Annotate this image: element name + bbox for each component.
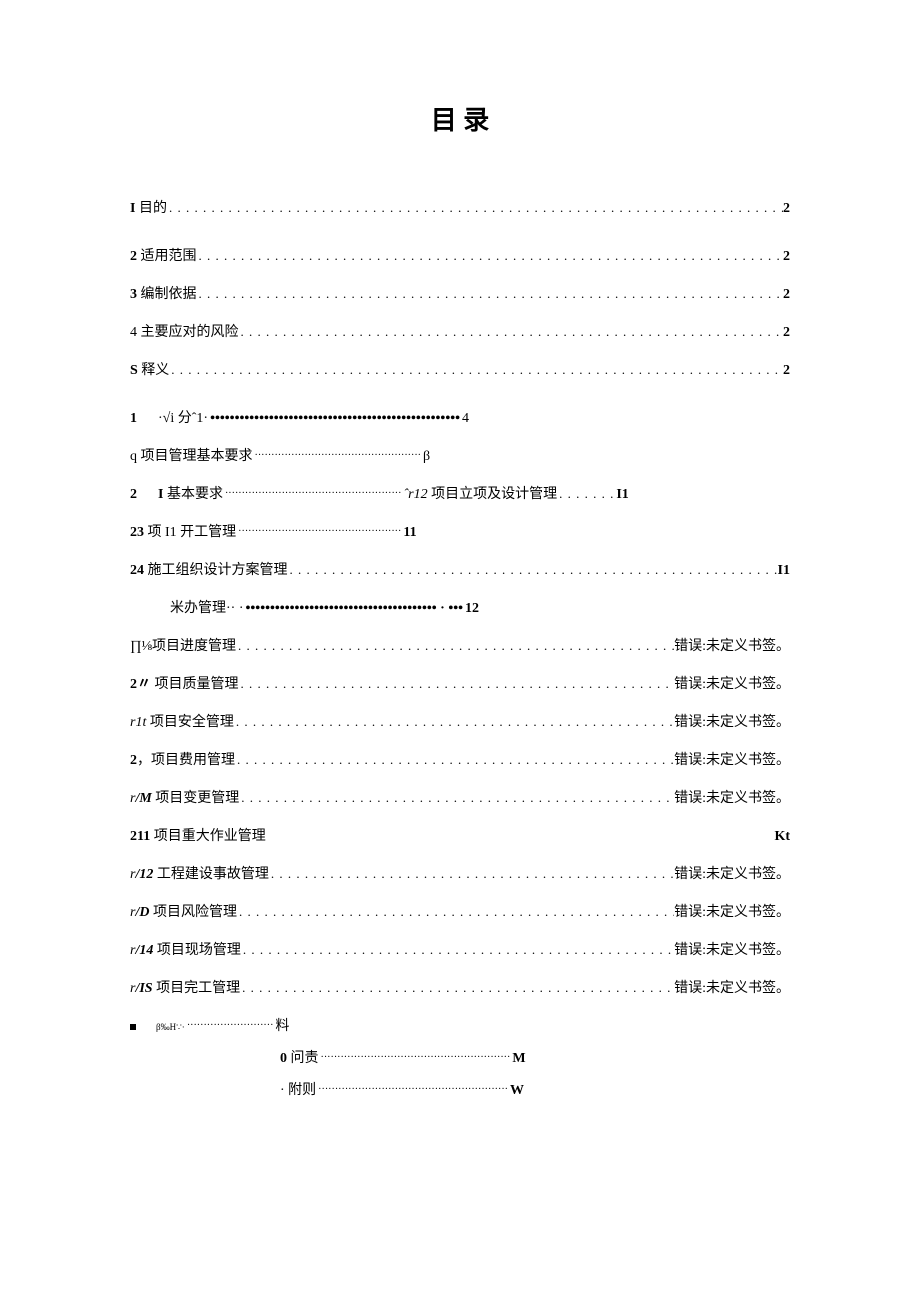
toc-dots: ········································… [319,1052,513,1063]
toc-entry: 2，项目费用管理 . . . . . . . . . . . . . . . .… [130,749,790,769]
toc-page: 错误:未定义书签。 [674,863,790,883]
toc-dots: . . . . . . . . . . . . . . . . . . . . … [169,362,783,378]
toc-dots: . . . . . . . . . . . . . . . . . . . . … [236,638,674,654]
toc-label: β‰H∵· [130,1019,185,1035]
toc-label: 3 编制依据 [130,283,197,303]
toc-entry: 2 适用范围 . . . . . . . . . . . . . . . . .… [130,245,790,265]
toc-dots: . . . . . . . . . . . . . . . . . . . . … [240,980,674,996]
toc-entry: 4 主要应对的风险. . . . . . . . . . . . . . . .… [130,321,790,341]
toc-entry: 1 ·√i 分ˆ1·••••••••••••••••••••••••••••••… [130,407,790,427]
toc-page: 4 [462,411,469,427]
toc-label: r/M 项目变更管理 [130,787,239,807]
toc-label: 米办管理·· · [170,597,244,617]
toc-page: 错误:未定义书签。 [674,635,790,655]
toc-page: 错误:未定义书签。 [674,977,790,997]
toc-label: r/14 项目现场管理 [130,939,241,959]
toc-label: 211 项目重大作业管理 [130,825,266,845]
toc-page: 2 [783,249,790,265]
toc-label: · 附则 [280,1079,316,1099]
toc-page: 错误:未定义书签。 [674,673,790,693]
toc-page: M [512,1051,525,1067]
toc-page: 错误:未定义书签。 [674,749,790,769]
toc-entry: r/12 工程建设事故管理. . . . . . . . . . . . . .… [130,863,790,883]
toc-page: 错误:未定义书签。 [674,939,790,959]
toc-dots: . . . . . . . . . . . . . . . . . . . . … [239,676,675,692]
toc-label: 0 问责 [280,1047,319,1067]
toc-entry: ∏⅛项目进度管理. . . . . . . . . . . . . . . . … [130,635,790,655]
toc-entry: 2 I 基本要求································… [130,483,790,503]
toc-dots: ········································… [236,526,403,537]
toc-page: 料 [275,1015,289,1035]
toc-label: 4 主要应对的风险 [130,321,239,341]
toc-entry: 2〃 项目质量管理 . . . . . . . . . . . . . . . … [130,673,790,693]
toc-entry: I 目的. . . . . . . . . . . . . . . . . . … [130,197,790,217]
toc-dots: ••••••••••••••••••••••••••••••••••••••• … [244,601,466,617]
toc-dots: . . . . . . . . . . . . . . . . . . . . … [239,324,784,340]
toc-dots: . . . . . . . [557,486,616,502]
toc-dots: ········································… [253,450,424,461]
toc-page: 错误:未定义书签。 [674,901,790,921]
toc-entry: q 项目管理基本要求······························… [130,445,790,465]
toc-entry: 0 问责····································… [130,1047,790,1067]
toc-label: 2 I 基本要求 [130,483,223,503]
toc-page: β [423,449,430,465]
toc-page: I1 [778,563,790,579]
toc-dots: ········································… [316,1084,510,1095]
toc-label: 23 项 I1 开工管理 [130,521,236,541]
toc-label: q 项目管理基本要求 [130,445,253,465]
toc-entry: 米办管理·· ·••••••••••••••••••••••••••••••••… [130,597,790,617]
toc-mid-label: ˆr12 项目立项及设计管理 [403,483,557,503]
toc-label: 1 ·√i 分ˆ1· [130,407,208,427]
toc-label: r/12 工程建设事故管理 [130,863,269,883]
toc-entry: 24 施工组织设计方案管理 . . . . . . . . . . . . . … [130,559,790,579]
toc-page: I1 [616,487,628,503]
toc-label: 2，项目费用管理 [130,749,235,769]
toc-entry: r/IS 项目完工管理. . . . . . . . . . . . . . .… [130,977,790,997]
toc-dots: ·························· [185,1020,276,1031]
toc-label: I 目的 [130,197,167,217]
toc-dots: . . . . . . . . . . . . . . . . . . . . … [234,714,674,730]
toc-label: S 释义 [130,359,169,379]
toc-entry: 3 编制依据 . . . . . . . . . . . . . . . . .… [130,283,790,303]
toc-page: 2 [783,201,790,217]
toc-label: 2〃 项目质量管理 [130,673,239,693]
toc-label: r/IS 项目完工管理 [130,977,240,997]
toc-entry: 211 项目重大作业管理 Kt [130,825,790,845]
toc-label: ∏⅛项目进度管理 [130,635,236,655]
toc-entry: r1t 项目安全管理 . . . . . . . . . . . . . . .… [130,711,790,731]
toc-page: W [510,1083,524,1099]
toc-entry: β‰H∵···························料 [130,1015,790,1035]
toc-dots: . . . . . . . . . . . . . . . . . . . . … [241,942,674,958]
toc-label: r1t 项目安全管理 [130,711,234,731]
toc-page: 12 [465,601,479,617]
toc-label: 2 适用范围 [130,245,197,265]
page-title: 目 录 [130,100,790,137]
toc-dots: . . . . . . . . . . . . . . . . . . . . … [197,248,784,264]
toc-page: 错误:未定义书签。 [674,787,790,807]
table-of-contents: I 目的. . . . . . . . . . . . . . . . . . … [130,197,790,1099]
toc-page: 2 [783,363,790,379]
toc-page: 错误:未定义书签。 [674,711,790,731]
toc-dots: ••••••••••••••••••••••••••••••••••••••••… [208,411,462,427]
toc-entry: r/14 项目现场管理 . . . . . . . . . . . . . . … [130,939,790,959]
toc-dots: . . . . . . . . . . . . . . . . . . . . … [237,904,674,920]
toc-page: 11 [403,525,416,541]
toc-page: 2 [783,325,790,341]
toc-entry: S 释义 . . . . . . . . . . . . . . . . . .… [130,359,790,379]
toc-label: 24 施工组织设计方案管理 [130,559,288,579]
toc-dots: . . . . . . . . . . . . . . . . . . . . … [239,790,674,806]
toc-entry: 23 项 I1 开工管理····························… [130,521,790,541]
toc-dots: ········································… [223,488,404,499]
toc-label: r/D 项目风险管理 [130,901,237,921]
toc-dots: . . . . . . . . . . . . . . . . . . . . … [197,286,784,302]
toc-entry: · 附则····································… [130,1079,790,1099]
toc-entry: r/D 项目风险管理 . . . . . . . . . . . . . . .… [130,901,790,921]
toc-dots: . . . . . . . . . . . . . . . . . . . . … [235,752,674,768]
toc-dots: . . . . . . . . . . . . . . . . . . . . … [167,200,783,216]
toc-dots: . . . . . . . . . . . . . . . . . . . . … [288,562,778,578]
toc-page: Kt [774,829,790,845]
toc-page: 2 [783,287,790,303]
toc-dots: . . . . . . . . . . . . . . . . . . . . … [269,866,674,882]
toc-entry: r/M 项目变更管理. . . . . . . . . . . . . . . … [130,787,790,807]
